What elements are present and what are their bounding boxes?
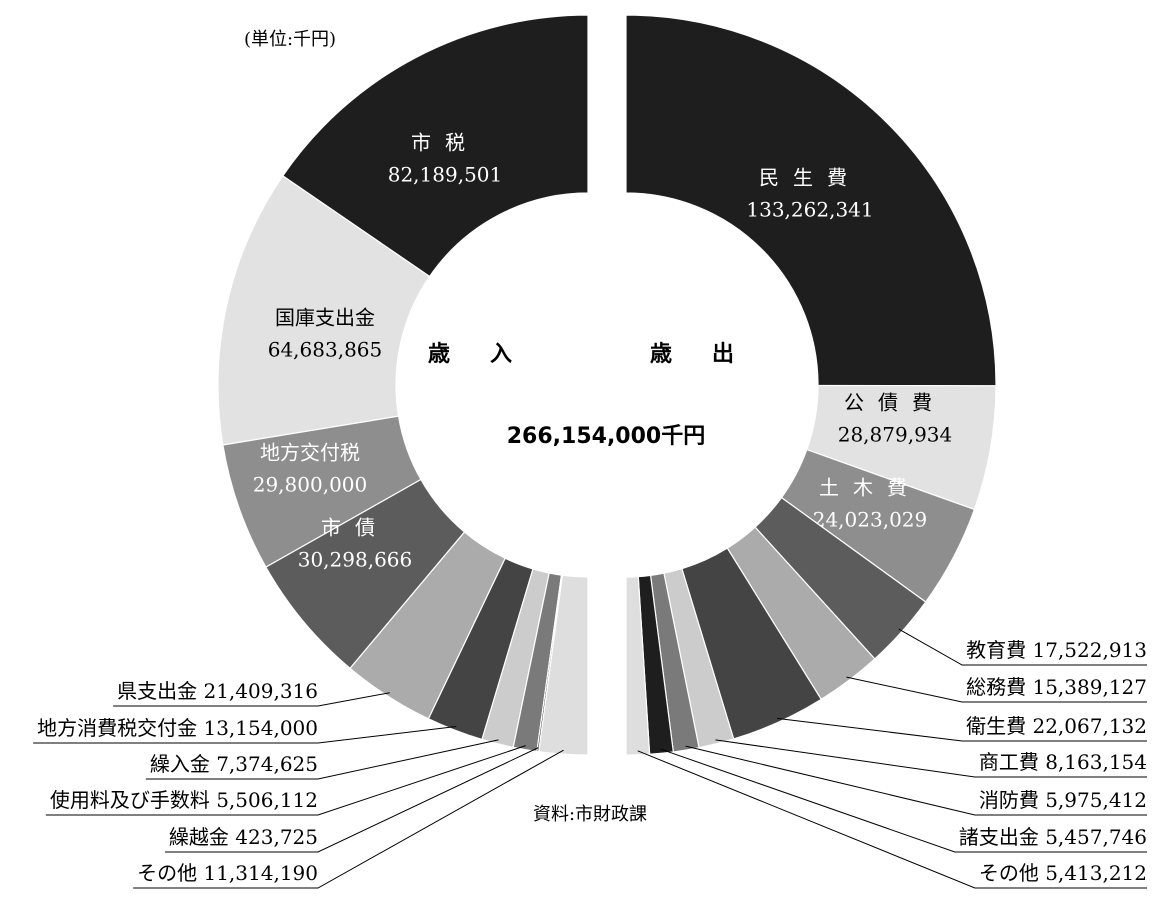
label-value: 7,374,625 <box>216 752 318 776</box>
unit: (単位:千円) <box>244 29 336 50</box>
label-value: 5,413,212 <box>1045 861 1147 885</box>
label-name: その他 <box>137 861 197 885</box>
label-value: 21,409,316 <box>203 679 318 703</box>
label-name: 繰入金 <box>150 752 210 776</box>
source: 資料:市財政課 <box>533 804 647 825</box>
slice-value: 82,189,501 <box>388 163 503 187</box>
leader-line <box>113 692 390 707</box>
label-name: 地方消費税交付金 <box>37 716 197 740</box>
leader-line <box>145 739 499 780</box>
leader-line <box>45 745 526 816</box>
slice-name: 市税 <box>411 131 479 155</box>
label-name: 衛生費 <box>966 714 1026 738</box>
external-label: その他 5,413,212 <box>979 861 1147 885</box>
label-value: 8,163,154 <box>1045 750 1147 774</box>
label-value: 17,522,913 <box>1032 638 1147 662</box>
slice-name: 市債 <box>321 516 389 540</box>
label-value: 423,725 <box>235 825 318 849</box>
label-name: 商工費 <box>979 750 1039 774</box>
slice-value: 133,262,341 <box>746 198 873 222</box>
leader-line <box>898 628 1147 666</box>
external-label: 繰越金 423,725 <box>169 825 318 849</box>
external-label: 総務費 15,389,127 <box>966 675 1147 699</box>
half-title: 歳入 <box>428 342 552 367</box>
slice-name: 民生費 <box>759 166 861 190</box>
total: 266,154,000千円 <box>507 424 705 449</box>
external-label: その他 11,314,190 <box>137 861 318 885</box>
half-title: 歳出 <box>650 342 774 367</box>
label-name: 諸支出金 <box>959 825 1039 849</box>
label-value: 22,067,132 <box>1032 714 1147 738</box>
label-name: 繰越金 <box>169 825 229 849</box>
slice-name: 地方交付税 <box>260 441 360 465</box>
slice-value: 64,683,865 <box>268 338 383 362</box>
leader-line <box>776 717 1147 742</box>
leader-line <box>685 745 1147 816</box>
external-label: 教育費 17,522,913 <box>966 638 1147 662</box>
leader-line <box>133 749 564 889</box>
slice-value: 30,298,666 <box>298 548 413 572</box>
external-label: 諸支出金 5,457,746 <box>959 825 1147 849</box>
external-label: 使用料及び手数料 5,506,112 <box>50 788 318 812</box>
slice <box>625 575 651 756</box>
label-value: 11,314,190 <box>203 861 318 885</box>
label-name: 教育費 <box>966 638 1026 662</box>
external-label: 商工費 8,163,154 <box>979 750 1147 774</box>
slice-name: 土木費 <box>819 476 921 500</box>
external-label: 地方消費税交付金 13,154,000 <box>37 716 318 740</box>
slice-name: 国庫支出金 <box>275 306 375 330</box>
slice <box>217 175 431 446</box>
leader-line <box>715 739 1147 778</box>
leader-line <box>846 676 1147 703</box>
label-value: 15,389,127 <box>1032 675 1147 699</box>
slice-value: 28,879,934 <box>838 423 953 447</box>
slice <box>281 14 589 278</box>
leader-line <box>164 747 539 853</box>
leader-line <box>660 748 1147 853</box>
label-name: 県支出金 <box>117 679 197 703</box>
leader-line <box>637 750 1147 889</box>
leader-line <box>33 725 457 744</box>
label-value: 5,975,412 <box>1045 788 1147 812</box>
label-name: その他 <box>979 861 1039 885</box>
label-name: 使用料及び手数料 <box>50 788 210 812</box>
label-value: 5,506,112 <box>216 788 318 812</box>
external-label: 繰入金 7,374,625 <box>150 752 318 776</box>
slice <box>538 574 589 756</box>
slice-value: 29,800,000 <box>253 473 368 497</box>
slice-value: 24,023,029 <box>813 508 928 532</box>
label-name: 総務費 <box>966 675 1026 699</box>
external-label: 衛生費 22,067,132 <box>966 714 1147 738</box>
label-value: 5,457,746 <box>1045 825 1147 849</box>
external-label: 県支出金 21,409,316 <box>117 679 318 703</box>
external-label: 消防費 5,975,412 <box>979 788 1147 812</box>
slice-name: 公債費 <box>844 391 946 415</box>
label-value: 13,154,000 <box>203 716 318 740</box>
slice <box>625 14 997 387</box>
label-name: 消防費 <box>979 788 1039 812</box>
